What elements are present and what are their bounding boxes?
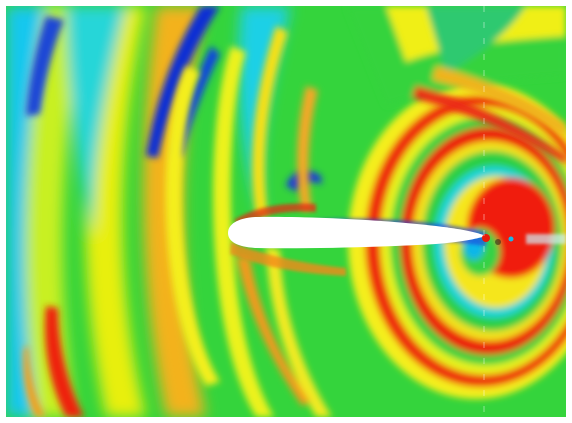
- contour-plot-frame: [6, 6, 566, 417]
- wake-rings: [348, 83, 566, 399]
- pressure-field-contour: [6, 6, 566, 417]
- airfoil: [228, 216, 486, 249]
- lower-left-highs: [23, 306, 84, 417]
- trailing-edge-vortices: [482, 234, 514, 245]
- acoustic-wave-arcs: [165, 26, 332, 417]
- ring-fade-top: [346, 6, 566, 164]
